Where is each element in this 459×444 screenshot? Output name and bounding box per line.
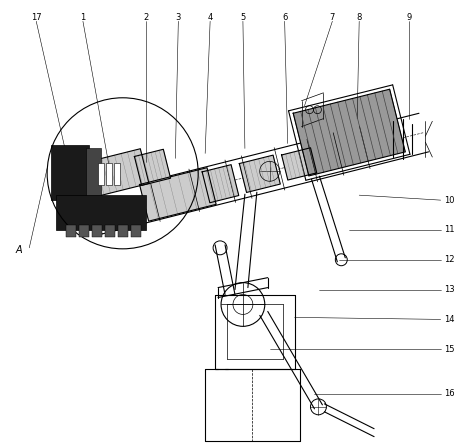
Bar bbox=[106, 163, 112, 185]
Polygon shape bbox=[239, 155, 280, 192]
Polygon shape bbox=[82, 149, 149, 198]
Text: 15: 15 bbox=[442, 345, 453, 354]
Bar bbox=[56, 195, 145, 230]
Bar bbox=[118, 225, 127, 237]
Text: 10: 10 bbox=[442, 196, 453, 205]
Bar bbox=[92, 225, 101, 237]
Bar bbox=[51, 146, 89, 200]
Polygon shape bbox=[134, 149, 170, 186]
Bar bbox=[130, 225, 140, 237]
Text: 16: 16 bbox=[442, 389, 453, 398]
Text: 14: 14 bbox=[442, 315, 453, 324]
Bar bbox=[79, 225, 89, 237]
Text: 13: 13 bbox=[442, 285, 453, 294]
Bar bbox=[66, 225, 76, 237]
Text: 7: 7 bbox=[329, 13, 334, 22]
Polygon shape bbox=[139, 168, 216, 221]
Text: 9: 9 bbox=[405, 13, 411, 22]
Polygon shape bbox=[202, 165, 238, 203]
Polygon shape bbox=[281, 148, 316, 180]
Text: 5: 5 bbox=[240, 13, 245, 22]
Text: 18: 18 bbox=[73, 221, 84, 230]
Bar bbox=[105, 225, 114, 237]
Text: 6: 6 bbox=[281, 13, 287, 22]
Text: 12: 12 bbox=[442, 255, 453, 264]
Text: 3: 3 bbox=[175, 13, 181, 22]
Text: 1: 1 bbox=[80, 13, 85, 22]
Text: 4: 4 bbox=[207, 13, 213, 22]
Text: 11: 11 bbox=[442, 226, 453, 234]
Text: A: A bbox=[16, 245, 22, 255]
Bar bbox=[86, 148, 101, 198]
Bar bbox=[98, 163, 104, 185]
Text: 2: 2 bbox=[143, 13, 148, 22]
Text: 8: 8 bbox=[356, 13, 361, 22]
Polygon shape bbox=[292, 89, 404, 176]
Bar bbox=[113, 163, 119, 185]
Text: 17: 17 bbox=[31, 13, 41, 22]
